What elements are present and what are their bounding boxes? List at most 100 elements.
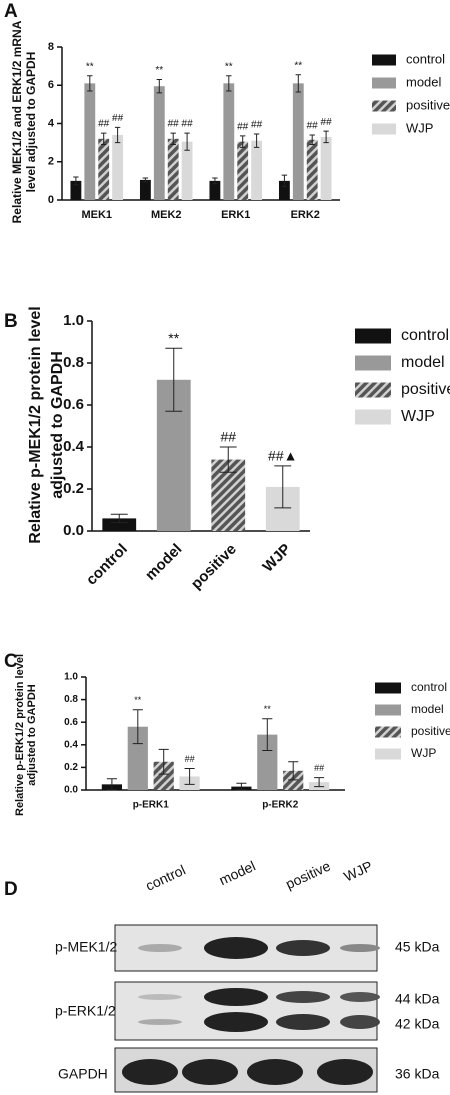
y-tick-label: 1.0	[63, 312, 84, 329]
bar	[209, 180, 221, 200]
error-bar	[239, 135, 246, 148]
y-tick-label: 0.2	[63, 480, 84, 497]
lane-label: positive	[283, 857, 333, 892]
error-bar	[156, 79, 163, 94]
x-tick-label: ERK2	[291, 209, 320, 221]
error-bar	[142, 177, 149, 183]
y-tick-label: 6	[48, 79, 54, 91]
error-bar	[165, 347, 183, 412]
error-bar	[100, 132, 107, 146]
significance: ##	[98, 119, 110, 130]
legend-label: positive	[401, 381, 450, 398]
significance: **	[294, 60, 302, 71]
panel-letter: A	[4, 1, 18, 22]
panel-letter: B	[4, 311, 18, 332]
legend-swatch	[355, 382, 391, 398]
error-bar	[314, 777, 325, 788]
size-label: 44 kDa	[395, 991, 440, 1007]
error-bar	[73, 176, 79, 186]
size-label: 36 kDa	[395, 1066, 440, 1082]
x-tick-label: control	[83, 541, 131, 589]
y-axis-label: Relative p-ERK1/2 protein level	[14, 654, 26, 816]
x-tick-label: p-ERK2	[262, 800, 299, 811]
lane-label: model	[217, 858, 258, 889]
significance: **	[86, 61, 94, 72]
error-bar	[184, 132, 190, 151]
legend-label: model	[401, 354, 445, 371]
error-bar	[132, 709, 143, 745]
blot-panel: D control model positive WJP p-MEK1/2 p-…	[4, 857, 440, 1093]
significance: ##	[321, 117, 333, 128]
x-tick-label: MEK1	[81, 209, 112, 221]
legend-swatch	[372, 77, 396, 89]
bar	[84, 83, 96, 200]
bar	[70, 180, 82, 200]
bar	[112, 134, 124, 200]
bar	[283, 770, 304, 790]
row-label: p-MEK1/2	[55, 939, 117, 955]
y-tick-label: 8	[48, 41, 54, 53]
legend-label: WJP	[401, 408, 435, 425]
legend-label: control	[401, 327, 449, 344]
error-bar	[87, 75, 93, 92]
panel-letter: C	[4, 651, 18, 672]
error-bar	[323, 130, 329, 144]
significance: **	[264, 704, 272, 714]
row-label: GAPDH	[58, 1066, 108, 1082]
bar	[237, 141, 249, 200]
bar	[98, 138, 110, 200]
panel-letter: D	[4, 879, 18, 900]
y-axis-label: adjusted to GAPDH	[26, 684, 38, 786]
significance: ##	[112, 113, 124, 124]
y-tick-label: 0.6	[64, 717, 78, 728]
legend-label: positive	[411, 724, 450, 738]
x-tick-label: ERK1	[221, 209, 250, 221]
legend-swatch	[372, 100, 396, 112]
bar	[153, 86, 165, 200]
y-tick-label: 0.8	[64, 694, 78, 705]
legend-label: model	[406, 74, 442, 89]
significance: ##	[307, 121, 319, 132]
error-bar	[158, 748, 169, 775]
legend-label: WJP	[411, 746, 436, 760]
significance: ##	[185, 754, 195, 764]
y-tick-label: 2	[48, 156, 54, 168]
x-tick-label: WJP	[259, 541, 294, 576]
y-axis-label: Relative p-MEK1/2 protein level	[27, 306, 44, 543]
size-label: 45 kDa	[395, 939, 440, 955]
lane-label: WJP	[341, 858, 375, 885]
error-bar	[114, 126, 121, 144]
legend-label: positive	[406, 97, 450, 112]
bands	[122, 937, 380, 1085]
legend-label: WJP	[406, 120, 433, 135]
y-tick-label: 0.6	[63, 396, 84, 413]
significance: ##	[182, 119, 194, 130]
significance: ##	[314, 763, 324, 773]
x-tick-label: model	[142, 541, 185, 584]
legend-label: control	[411, 680, 447, 694]
error-bar	[184, 768, 195, 785]
y-tick-label: 4	[48, 117, 55, 129]
bar	[102, 518, 137, 531]
error-bar	[212, 177, 218, 185]
y-axis-label: Relative MEK1/2 and ERK1/2 mRNA	[10, 20, 24, 223]
error-bar	[295, 74, 302, 93]
significance: ##	[237, 122, 249, 133]
legend-label: control	[406, 51, 445, 66]
bar	[257, 734, 278, 790]
bar	[320, 136, 332, 200]
y-tick-label: 0.0	[63, 522, 84, 539]
bar	[153, 761, 174, 790]
legend-swatch	[355, 328, 391, 344]
significance: ##	[251, 120, 263, 131]
error-bar	[110, 513, 128, 524]
chart-panel: B Relative p-MEK1/2 protein level adjusted…	[4, 306, 450, 592]
error-bar	[288, 761, 299, 781]
significance: **	[134, 695, 142, 705]
legend-label: model	[411, 702, 444, 716]
error-bar	[236, 782, 247, 791]
error-bar	[262, 718, 273, 751]
y-tick-label: 1.0	[64, 672, 78, 683]
